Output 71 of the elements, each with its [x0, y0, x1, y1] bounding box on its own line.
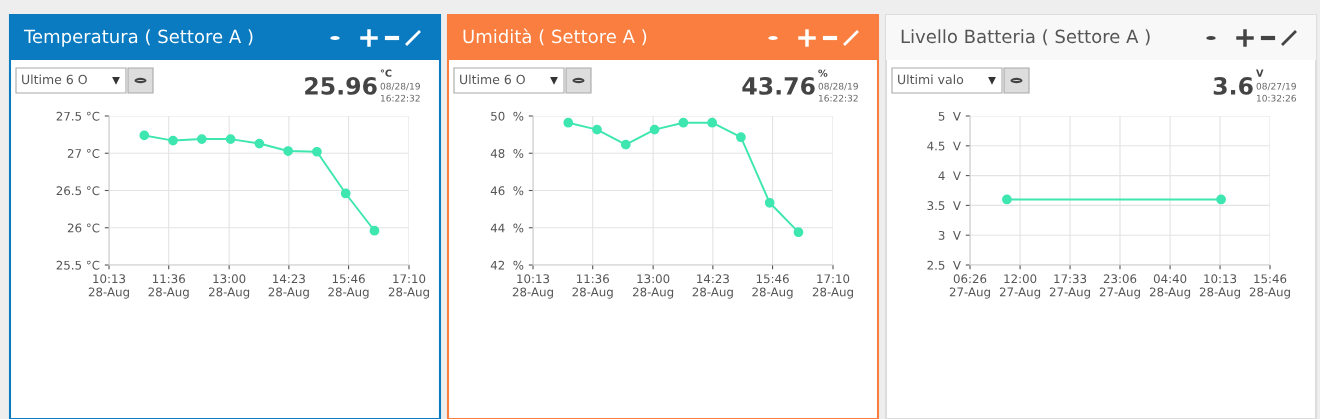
y-tick-label: 5 V [938, 111, 961, 121]
point [139, 130, 150, 141]
x-tick-label: 15:46 28-Aug [328, 274, 369, 299]
point [254, 138, 265, 149]
chart-title: Umidità ( Settore A ) [463, 28, 647, 46]
point [678, 117, 689, 128]
text: 08/28/19 [818, 82, 858, 91]
point [563, 117, 574, 128]
point [707, 117, 717, 128]
text: V [1256, 69, 1264, 77]
x-tick-label: 13:00 28-Aug [632, 274, 674, 299]
y-tick-label: 48 % [490, 148, 524, 158]
point [168, 135, 178, 146]
y-tick-label: 26 °C [67, 223, 100, 233]
x-tick-label: 17:10 28-Aug [388, 274, 429, 299]
text: Ultime 6 O [460, 74, 525, 85]
chart-title: Livello Batteria ( Settore A ) [901, 29, 1150, 46]
point [340, 188, 351, 199]
y-tick-label: 25.5 °C [56, 260, 100, 270]
text: 25.96 [305, 76, 377, 95]
y-tick-label: 3 V [938, 230, 961, 240]
x-tick-label: 10:13 28-Aug [88, 274, 129, 299]
point [736, 132, 746, 143]
x-tick-label: 15:46 28-Aug [1249, 274, 1290, 299]
point [196, 134, 207, 144]
text: 08/27/19 [1256, 82, 1296, 91]
text: Ultime 6 O [22, 74, 87, 85]
x-tick-label: 23:06 27-Aug [1099, 274, 1140, 299]
text: °C [380, 69, 392, 77]
point [764, 197, 775, 208]
point [312, 146, 322, 157]
x-tick-label: 04:40 28-Aug [1149, 274, 1191, 299]
y-tick-label: 4.5 V [927, 141, 961, 151]
text: 16:22:32 [818, 94, 858, 102]
point [649, 124, 660, 135]
y-tick-label: 27.5 °C [56, 111, 100, 121]
x-tick-label: 11:36 28-Aug [148, 274, 189, 299]
point [283, 146, 293, 156]
x-tick-label: 10:13 28-Aug [512, 274, 553, 299]
text: 08/28/19 [380, 82, 420, 91]
point [225, 134, 236, 144]
x-tick-label: 11:36 28-Aug [572, 274, 613, 299]
text: 10:32:26 [1256, 94, 1296, 102]
text: 3.6 [1213, 76, 1253, 95]
point [793, 227, 804, 238]
text: 16:22:32 [380, 94, 420, 102]
y-tick-label: 42 % [490, 260, 524, 270]
x-tick-label: 15:46 28-Aug [752, 274, 793, 299]
point [369, 225, 380, 236]
x-tick-label: 12:00 27-Aug [999, 274, 1041, 299]
x-tick-label: 13:00 28-Aug [208, 274, 250, 299]
x-tick-label: 17:10 28-Aug [812, 274, 853, 299]
y-tick-label: 50 % [491, 111, 524, 121]
y-tick-label: 2.5 V [927, 260, 961, 270]
y-tick-label: 46 % [490, 186, 524, 196]
x-tick-label: 14:23 28-Aug [692, 274, 733, 299]
point [592, 124, 602, 135]
y-tick-label: 27 °C [67, 148, 100, 158]
y-tick-label: 4 V [938, 171, 961, 181]
chart-title: Temperatura ( Settore A ) [23, 29, 253, 47]
y-tick-label: 3.5 V [927, 201, 961, 211]
x-tick-label: 17:33 27-Aug [1049, 274, 1091, 299]
x-tick-label: 14:23 28-Aug [268, 274, 309, 299]
text: Ultimi valo [898, 74, 964, 85]
point [620, 139, 631, 150]
text: % [818, 69, 828, 77]
text: 43.76 [742, 76, 815, 95]
y-tick-label: 44 % [490, 223, 524, 233]
x-tick-label: 06:26 27-Aug [949, 274, 990, 299]
x-tick-label: 10:13 28-Aug [1199, 274, 1241, 299]
y-tick-label: 26.5 °C [56, 186, 100, 196]
